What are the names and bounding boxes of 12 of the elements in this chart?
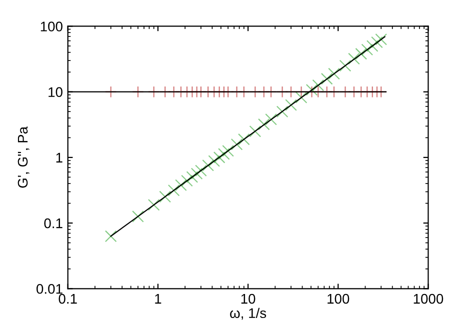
y-tick-label: 0.01 <box>36 284 62 294</box>
y-tick-label: 100 <box>40 22 62 32</box>
y-tick-label: 0.1 <box>44 218 62 228</box>
y-axis-title: G', G'', Pa <box>18 126 30 188</box>
x-axis-title: ω, 1/s <box>230 308 266 320</box>
y-tick-label: 1 <box>56 152 62 162</box>
y-tick-label: 10 <box>48 87 62 98</box>
x-tick-label: 100 <box>328 294 350 304</box>
x-tick-label: 0.1 <box>58 294 77 304</box>
x-tick-label: 1000 <box>414 294 444 304</box>
x-tick-label: 1 <box>155 294 162 304</box>
x-tick-label: 10 <box>241 294 256 304</box>
